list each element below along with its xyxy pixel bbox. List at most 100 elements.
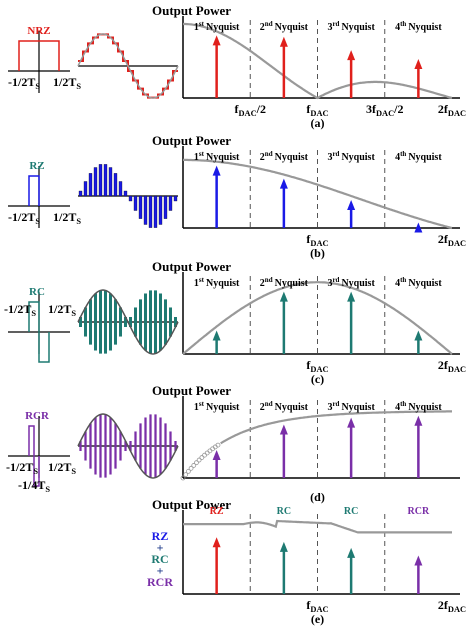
wave-bar [104, 290, 107, 354]
nyquist-label-part: Nyquist [275, 278, 309, 289]
nyquist-label-part: rd [332, 400, 339, 408]
wave-bar [144, 293, 147, 351]
freq-label-part: DAC [310, 605, 328, 614]
arrow-head [414, 222, 423, 233]
spectrum-curve [182, 281, 453, 355]
spectrum-curve [183, 158, 453, 230]
zone-label-part: RZ [210, 506, 224, 517]
nyquist-label-part: st [199, 276, 205, 284]
nyquist-label-part: Nyquist [275, 152, 309, 163]
panel-caption: (e) [311, 612, 324, 626]
nyquist-label-part: rd [332, 150, 339, 158]
nyquist-label-part: Nyquist [341, 152, 375, 163]
nyquist-label: 1st Nyquist [194, 150, 240, 164]
wave-sine [77, 413, 179, 479]
pulse-shape [28, 301, 50, 363]
curve-dot [185, 468, 191, 474]
panel-title-part: Output Power [152, 383, 231, 398]
wave-bar [158, 195, 163, 225]
nyquist-label-part: Nyquist [341, 402, 375, 413]
time-label-part: S [35, 82, 40, 91]
nyquist-label-part: Nyquist [341, 278, 375, 289]
wave-bar [153, 195, 158, 228]
curve-dot [188, 465, 194, 471]
legend-item-part: RZ [152, 529, 169, 543]
time-label: -1/2TS [8, 75, 40, 92]
panel-title: Output Power [152, 497, 231, 512]
wave-bar [119, 431, 122, 461]
wave-bar [94, 293, 97, 351]
curve-dot [199, 455, 205, 460]
freq-label: fDAC [306, 232, 328, 249]
time-label-part: -1/2T [8, 75, 35, 89]
freq-label-part: DAC [376, 109, 394, 118]
curve-dot [215, 442, 221, 448]
wave-bar [93, 167, 98, 197]
wave-bar [138, 195, 143, 219]
nyquist-label-part: 3 [327, 402, 332, 413]
zone-label-part: RC [344, 506, 358, 517]
panel-title-part: Output Power [152, 133, 231, 148]
nyquist-label-part: 4 [395, 152, 400, 163]
wave-bar [84, 307, 87, 337]
time-label-part: S [33, 467, 38, 476]
nyquist-label: 1st Nyquist [194, 276, 240, 290]
nyquist-label-part: 1 [194, 278, 199, 289]
curve-dot [204, 450, 210, 456]
freq-label-part: f [235, 102, 240, 116]
arrow-head [212, 35, 221, 46]
nyquist-label-part: Nyquist [408, 402, 442, 413]
wave-bar [168, 195, 173, 211]
arrow-head [347, 291, 356, 302]
wave-bar [114, 299, 117, 345]
nyquist-label-part: th [400, 150, 406, 158]
wave-bar [99, 290, 102, 354]
nyquist-label: 3rd Nyquist [327, 20, 375, 34]
wave-bar [103, 164, 108, 197]
time-label: 1/2TS [53, 210, 81, 227]
freq-label: fDAC [306, 102, 328, 119]
wave-bar [99, 414, 102, 478]
pulse-label: RC [29, 286, 45, 298]
nyquist-label-part: 4 [395, 22, 400, 33]
wave-bar [139, 423, 142, 469]
wave-bar [129, 316, 132, 328]
wave-bar [118, 181, 123, 197]
panel-title: Output Power [152, 259, 231, 274]
legend-item-part: RC [151, 552, 168, 566]
wave-bar [84, 431, 87, 461]
time-label-part: -1/4T [18, 478, 45, 492]
nyquist-label-part: nd [265, 400, 273, 408]
panel-title-part: Output Power [152, 3, 231, 18]
arrow-head [212, 537, 221, 548]
wave-bar [104, 414, 107, 478]
panel-caption-part: (c) [311, 372, 324, 386]
wave-bar [134, 307, 137, 337]
time-label-part: -1/2T [4, 302, 31, 316]
wave-bar [79, 440, 82, 452]
freq-label-part: DAC [448, 365, 466, 374]
time-label-part: S [76, 217, 81, 226]
wave-bar [164, 299, 167, 345]
nyquist-label-part: 1 [194, 152, 199, 163]
nyquist-label-part: Nyquist [206, 278, 240, 289]
wave-bar [94, 417, 97, 475]
freq-label: 2fDAC [438, 358, 466, 375]
panel-caption-part: (d) [310, 490, 325, 504]
nyquist-label-part: st [199, 400, 205, 408]
nyquist-label-part: 2 [260, 152, 265, 163]
wave-bar [159, 293, 162, 351]
legend-item: RCR [147, 575, 173, 589]
curve-dot [183, 472, 189, 478]
zone-label: RCR [408, 506, 430, 517]
panel-caption-part: (b) [310, 246, 325, 260]
nyquist-label-part: th [400, 400, 406, 408]
nyquist-label-part: Nyquist [275, 22, 309, 33]
panel-caption: (a) [311, 116, 325, 130]
arrow-head [279, 424, 288, 435]
time-label-part: 1/2T [53, 210, 76, 224]
pulse-label: RCR [25, 410, 50, 422]
wave-bar [88, 173, 93, 197]
wave-bar [174, 440, 177, 452]
panel-caption-part: (a) [311, 116, 325, 130]
